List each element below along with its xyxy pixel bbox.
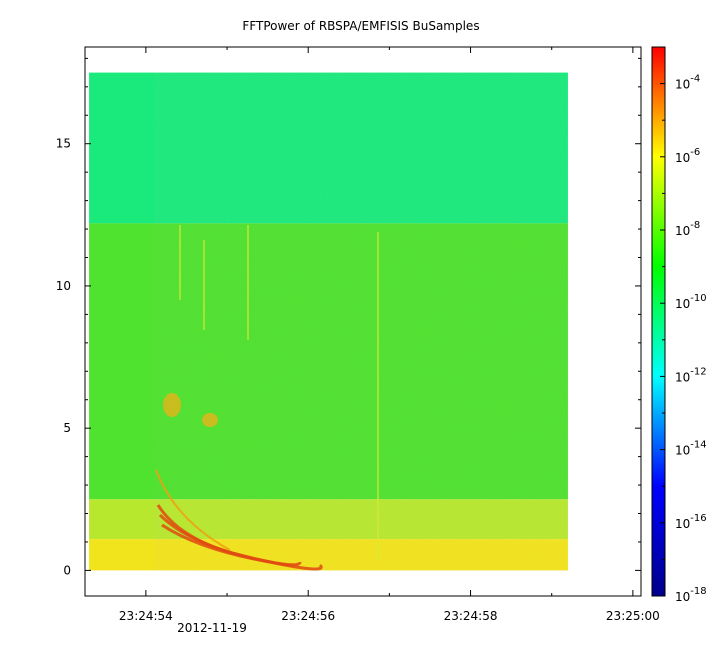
chart-title: FFTPower of RBSPA/EMFISIS BuSamples	[242, 19, 479, 33]
x-axis: 23:24:54 23:24:56 23:24:58 23:25:00	[119, 47, 660, 623]
y-tick-label: 15	[56, 137, 71, 151]
colorbar-axis: 10-4 10-6 10-8 10-10 10-12 10-14 10-16 10-18	[660, 46, 707, 604]
colorbar-tick-label: 10-4	[675, 74, 700, 92]
x-tick-label: 23:24:54	[119, 609, 173, 623]
colorbar-tick-label: 10-18	[675, 586, 707, 604]
y-tick-label: 0	[63, 563, 71, 577]
colorbar-tick-label: 10-14	[675, 440, 707, 458]
y-tick-label: 5	[63, 421, 71, 435]
colorbar	[651, 46, 666, 597]
hot-spot	[163, 393, 181, 417]
colorbar-tick-label: 10-16	[675, 513, 707, 531]
hot-spot	[202, 413, 218, 427]
y-tick-label: 10	[56, 279, 71, 293]
x-tick-label: 23:25:00	[606, 609, 660, 623]
x-tick-label: 23:24:58	[444, 609, 498, 623]
colorbar-tick-label: 10-6	[675, 147, 700, 165]
colorbar-tick-label: 10-8	[675, 220, 700, 238]
whistler-streak	[155, 469, 231, 551]
x-tick-label: 23:24:56	[281, 609, 335, 623]
colorbar-tick-label: 10-10	[675, 293, 707, 311]
whistler-streak	[161, 523, 271, 564]
spectrogram-texture	[154, 73, 568, 571]
y-axis: 0 5 10 15	[56, 57, 641, 577]
x-date-label: 2012-11-19	[177, 621, 247, 635]
colorbar-tick-label: 10-12	[675, 366, 707, 384]
